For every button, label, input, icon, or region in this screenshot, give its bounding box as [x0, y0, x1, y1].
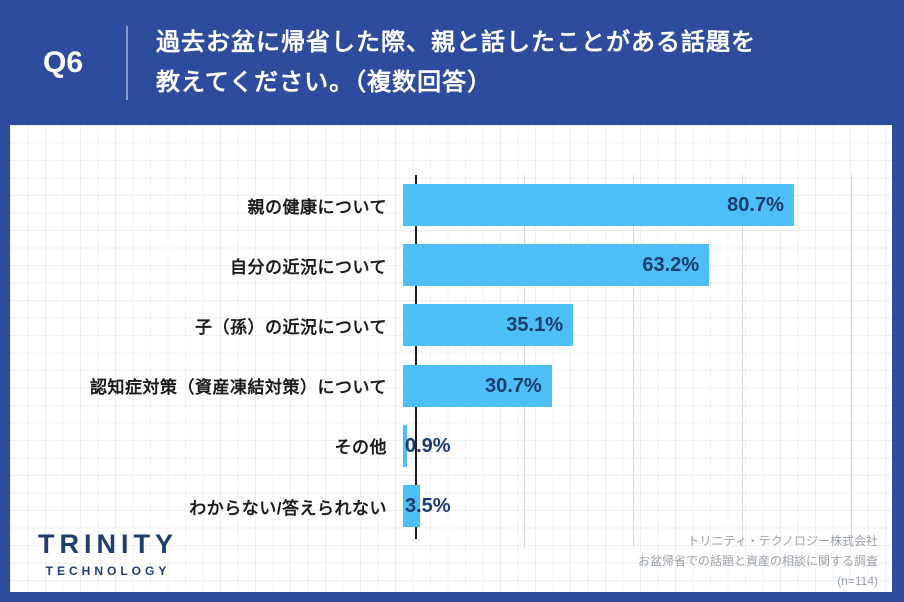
bar [403, 424, 408, 467]
value-label: 80.7% [727, 194, 784, 217]
chart-row: わからない/答えられない 3.5% [10, 476, 892, 536]
bar-chart: 親の健康について 80.7% 自分の近況について 63.2% 子（孫）の近況について 35… [10, 175, 892, 536]
chart-row: 自分の近況について 63.2% [10, 235, 892, 295]
bar: 80.7% [403, 184, 794, 227]
value-label: 63.2% [642, 254, 700, 277]
chart-card: 親の健康について 80.7% 自分の近況について 63.2% 子（孫）の近況について 35… [10, 125, 892, 592]
bar-zone: 3.5% [401, 485, 892, 528]
question-text: 過去お盆に帰省した際、親と話したことがある話題を 教えてください。（複数回答） [156, 23, 756, 103]
category-label: 認知症対策（資産凍結対策）について [90, 378, 387, 398]
logo-subtitle: TECHNOLOGY [45, 564, 171, 578]
chart-gridline [524, 175, 525, 547]
header-divider [126, 25, 128, 100]
question-line-2: 教えてください。（複数回答） [156, 68, 493, 96]
chart-row: その他 0.9% [10, 416, 892, 476]
bar-zone: 35.1% [401, 304, 892, 347]
bar: 30.7% [403, 364, 552, 407]
question-line-1: 過去お盆に帰省した際、親と話したことがある話題を [156, 28, 756, 56]
chart-row: 親の健康について 80.7% [10, 175, 892, 235]
bar-zone: 63.2% [401, 244, 892, 287]
question-number: Q6 [42, 45, 84, 79]
attribution-survey-title: お盆帰省での話題と資産の相談に関する調査 [637, 554, 878, 568]
trinity-logo: TRINITY TECHNOLOGY [38, 529, 178, 578]
value-label: 3.5% [405, 495, 451, 518]
attribution-company: トリニティ・テクノロジー株式会社 [687, 534, 878, 548]
bar-zone: 0.9% [401, 424, 892, 467]
chart-gridline [851, 175, 852, 547]
chart-gridline [633, 175, 634, 547]
bar [403, 485, 420, 528]
logo-title: TRINITY [38, 529, 178, 559]
bar-zone: 30.7% [401, 364, 892, 407]
bar: 63.2% [403, 244, 710, 287]
chart-row: 認知症対策（資産凍結対策）について 30.7% [10, 356, 892, 416]
chart-gridline [742, 175, 743, 547]
category-label: 子（孫）の近況について [195, 317, 387, 337]
category-label: 自分の近況について [230, 257, 387, 277]
value-label: 35.1% [506, 314, 564, 337]
value-label: 0.9% [405, 434, 451, 457]
bar: 35.1% [403, 304, 574, 347]
category-label: その他 [334, 438, 387, 458]
chart-row: 子（孫）の近況について 35.1% [10, 295, 892, 355]
bar-zone: 80.7% [401, 184, 892, 227]
category-label: わからない/答えられない [189, 498, 387, 518]
value-label: 30.7% [484, 374, 542, 397]
question-header: Q6 過去お盆に帰省した際、親と話したことがある話題を 教えてください。（複数回… [0, 0, 904, 125]
attribution: トリニティ・テクノロジー株式会社 お盆帰省での話題と資産の相談に関する調査 (n… [638, 531, 878, 591]
chart-axis [415, 175, 417, 539]
category-label: 親の健康について [247, 197, 387, 217]
attribution-sample-size: (n=114) [837, 574, 878, 588]
